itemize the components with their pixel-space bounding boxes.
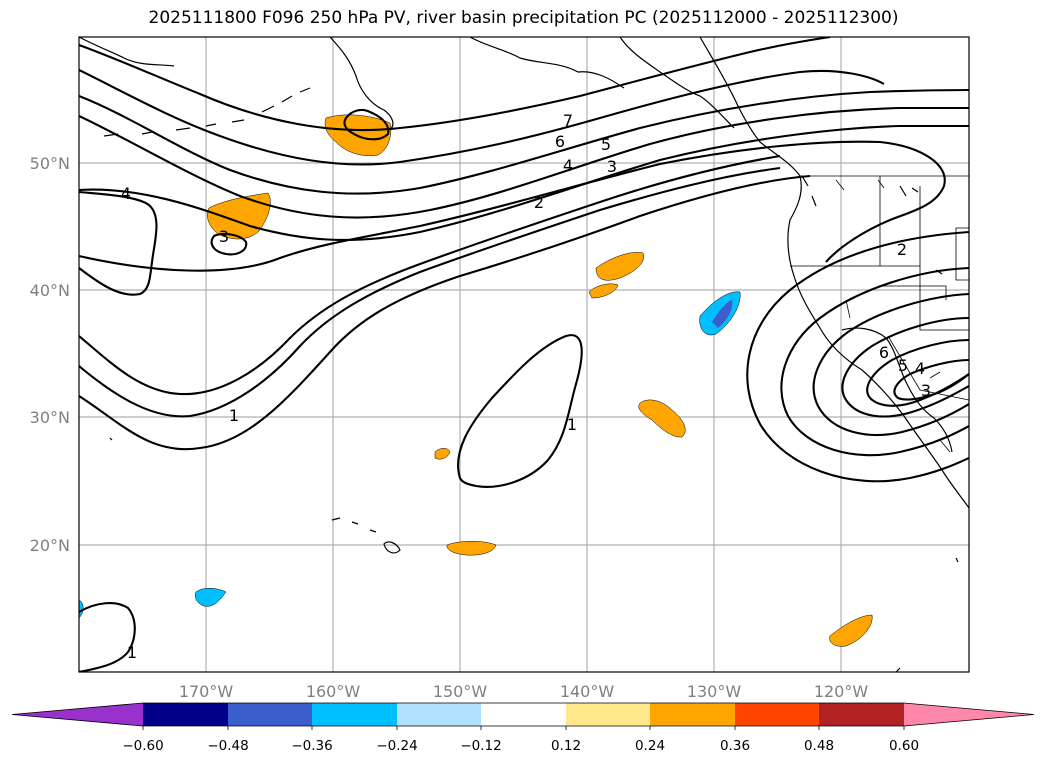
pv-contour-5 [79,88,969,195]
colorbar-tick-label: 0.36 [720,738,750,754]
contour-label: 2 [534,193,544,212]
pv-contour-7b [343,108,390,141]
colorbar-tick-label: −0.60 [122,738,163,754]
lon-label-140w: 140°W [560,682,615,701]
colorbar-tick-label: −0.36 [291,738,332,754]
coastlines [79,37,969,672]
colorbar: −0.60 −0.48 −0.36 −0.24 −0.12 0.12 0.24 0.36 0.4… [11,702,1035,754]
strong-negative-anomaly-patch [712,300,733,328]
colorbar-extend-low [12,703,143,726]
contour-label: 1 [567,415,577,434]
contour-label: 7 [563,111,573,130]
pv-cutoff-5 [841,316,969,418]
contour-label: 4 [121,184,131,203]
contour-labels: 7 6 5 4 3 2 4 3 1 1 1 2 6 5 4 3 [121,111,931,662]
colorbar-segment [735,703,819,726]
contour-label: 3 [607,157,617,176]
contour-label: 5 [898,356,908,375]
map-title: 2025111800 F096 250 hPa PV, river basin … [148,8,899,28]
pv-contour-7 [79,37,831,132]
positive-anomaly-patch [595,252,645,281]
negative-anomaly-patch [195,588,227,607]
colorbar-segment [481,703,566,726]
pv-contour-2 [79,140,946,272]
pv-cutoff-3 [780,266,969,457]
colorbar-tick-label: 0.48 [804,738,834,754]
contour-label: 6 [555,132,565,151]
lat-label-50n: 50°N [30,154,70,173]
colorbar-tick-label: 0.24 [635,738,665,754]
pv-cutoff-4 [812,292,969,436]
lon-label-120w: 120°W [814,682,869,701]
pv-contour-1b [457,334,583,488]
colorbar-tick-label: 0.60 [889,738,919,754]
colorbar-segment [228,703,312,726]
colorbar-tick-label: −0.24 [376,738,417,754]
lon-label-160w: 160°W [306,682,361,701]
pv-contour-2b [79,166,781,418]
longitude-labels: 170°W 160°W 150°W 140°W 130°W 120°W [179,682,869,701]
contour-label: 4 [563,156,573,175]
pv-cutoff-2 [746,230,969,483]
pv-contour-4b [79,190,158,296]
positive-anomaly-patch [434,448,451,460]
pv-contour-3c [210,232,248,256]
colorbar-segment [312,703,397,726]
contour-label: 1 [127,643,137,662]
lat-label-40n: 40°N [30,281,70,300]
pv-contour-1c [79,602,136,672]
colorbar-segment [143,703,228,726]
colorbar-tick-label: 0.12 [551,738,581,754]
map-frame [78,36,970,673]
political-borders [790,175,969,453]
pv-cutoff-7 [893,358,969,401]
contour-label: 3 [921,381,931,400]
colorbar-segment [819,703,904,726]
positive-anomaly-patch [446,541,497,556]
colorbar-segment [566,703,650,726]
pv-contour-1 [79,174,811,451]
colorbar-segment [650,703,735,726]
pv-contour-3b [79,154,781,396]
pv-contour-3 [79,124,969,241]
pv-contour-6 [79,69,885,166]
lon-label-130w: 130°W [687,682,742,701]
lon-label-170w: 170°W [179,682,234,701]
pv-contours [79,37,969,672]
pv-contour-4 [79,106,969,219]
contour-label: 5 [601,135,611,154]
colorbar-segment [397,703,481,726]
contour-label: 6 [879,343,889,362]
latitude-labels: 50°N 40°N 30°N 20°N [30,154,70,555]
contour-label: 3 [219,227,229,246]
contour-label: 1 [229,406,239,425]
lat-label-30n: 30°N [30,408,70,427]
contour-label: 2 [897,240,907,259]
lon-label-150w: 150°W [433,682,488,701]
positive-anomaly-patch [638,399,686,438]
positive-anomaly-patch [588,283,619,299]
positive-anomaly-patch [829,614,873,647]
colorbar-tick-label: −0.12 [460,738,501,754]
contour-label: 4 [915,359,925,378]
colorbar-extend-high [904,703,1034,726]
lat-label-20n: 20°N [30,536,70,555]
colorbar-tick-label: −0.48 [207,738,248,754]
